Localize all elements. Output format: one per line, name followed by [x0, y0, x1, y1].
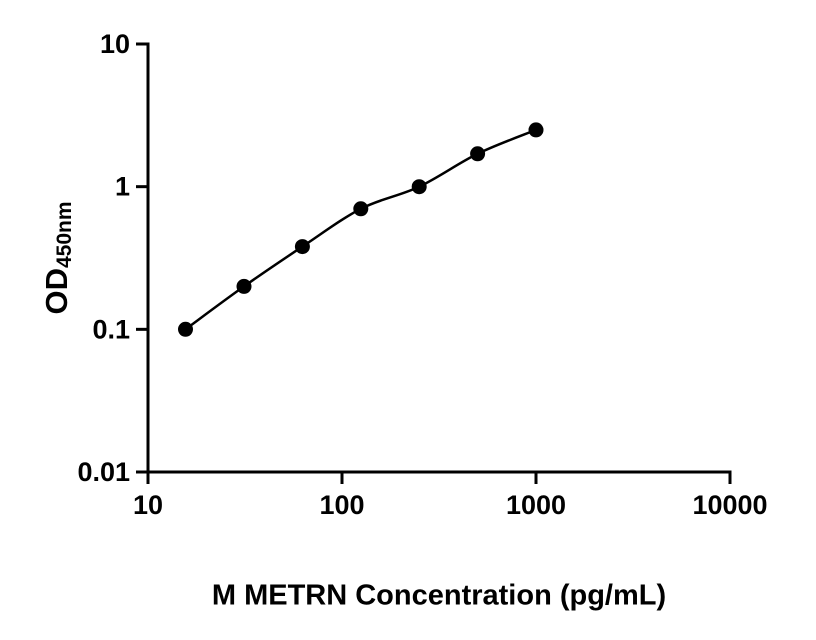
y-axis-label: OD450nm	[39, 201, 76, 315]
x-axis-label: M METRN Concentration (pg/mL)	[211, 579, 667, 612]
svg-text:10: 10	[100, 29, 130, 59]
svg-text:100: 100	[319, 490, 364, 520]
svg-text:10: 10	[133, 490, 163, 520]
svg-text:0.01: 0.01	[77, 457, 130, 487]
y-axis-label-main: OD	[39, 268, 74, 315]
svg-text:1: 1	[115, 172, 130, 202]
svg-text:1000: 1000	[506, 490, 566, 520]
svg-text:10000: 10000	[692, 490, 767, 520]
svg-text:0.1: 0.1	[92, 314, 130, 344]
y-axis-label-subscript: 450nm	[53, 201, 76, 269]
